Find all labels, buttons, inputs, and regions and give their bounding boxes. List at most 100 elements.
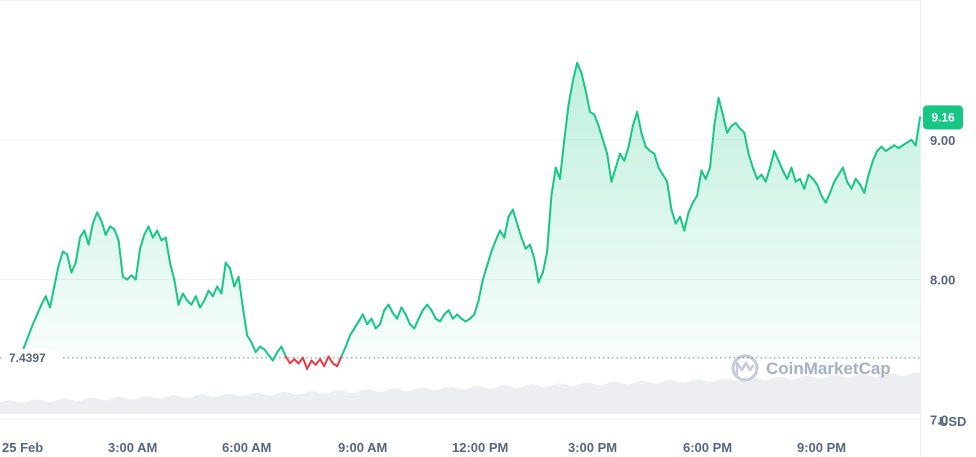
price-line-segment <box>696 169 703 197</box>
price-line-segment <box>156 229 163 242</box>
volume-bar <box>303 392 308 414</box>
volume-bar <box>469 387 473 414</box>
volume-bar <box>242 396 246 414</box>
price-line-segment <box>597 124 604 141</box>
volume-bar <box>21 402 26 414</box>
volume-bar <box>196 394 200 414</box>
volume-bar <box>383 390 387 414</box>
price-line-segment <box>241 306 249 337</box>
volume-bar <box>723 378 728 414</box>
price-line-segment <box>31 313 39 326</box>
volume-bar <box>607 382 611 414</box>
volume-bar <box>101 400 105 414</box>
price-line-segment <box>404 313 411 326</box>
volume-bar <box>466 388 470 414</box>
price-line-segment <box>661 173 669 183</box>
price-line-segment <box>169 261 176 281</box>
volume-bar <box>916 372 921 414</box>
volume-bar <box>312 391 317 414</box>
price-line-segment <box>396 306 403 320</box>
price-line-segment <box>87 222 94 246</box>
volume-bar <box>484 388 489 414</box>
volume-bar <box>88 397 93 414</box>
volume-bar <box>107 399 111 414</box>
volume-bar <box>3 400 7 414</box>
watermark: CoinMarketCap <box>731 354 891 382</box>
volume-bar <box>594 384 599 414</box>
price-line-segment <box>276 345 283 354</box>
volume-bar <box>662 381 666 414</box>
volume-bar <box>184 397 188 414</box>
volume-bar <box>573 385 578 414</box>
volume-bar <box>450 387 455 414</box>
volume-bar <box>775 376 780 414</box>
price-line-segment <box>816 183 823 197</box>
volume-bar <box>690 380 694 414</box>
volume-bar <box>769 378 774 414</box>
price-line-segment <box>284 355 291 365</box>
price-line-segment <box>96 211 103 222</box>
volume-bar <box>502 385 507 414</box>
price-line-segment <box>533 257 540 284</box>
volume-bar <box>328 392 332 414</box>
coinmarketcap-logo-icon <box>731 354 759 382</box>
price-line-segment <box>563 103 570 141</box>
price-line-segment <box>490 239 497 253</box>
volume-bar <box>0 402 4 414</box>
volume-bar <box>895 374 900 414</box>
volume-bar <box>119 397 124 414</box>
volume-bar <box>788 379 792 414</box>
volume-bar <box>889 373 893 414</box>
y-tick-label: 8.00 <box>930 273 955 288</box>
volume-bar <box>300 393 305 414</box>
x-tick-label: 6:00 PM <box>683 440 732 455</box>
volume-bar <box>257 392 262 414</box>
price-line-segment <box>786 166 793 180</box>
volume-bar <box>18 402 22 414</box>
price-line-segment <box>743 131 750 155</box>
price-line-segment <box>691 194 699 204</box>
price-line-segment <box>704 166 711 180</box>
volume-bar <box>729 379 734 414</box>
volume-bar <box>6 400 10 414</box>
volume-bar <box>815 378 820 414</box>
volume-bar <box>42 401 47 414</box>
volume-bar <box>438 389 443 414</box>
price-line-segment <box>250 341 257 354</box>
price-line-segment <box>473 299 480 316</box>
volume-bar <box>420 387 424 414</box>
volume-bar <box>785 378 789 414</box>
price-line-segment <box>344 334 351 348</box>
price-line-segment <box>246 334 253 344</box>
volume-bar <box>423 388 427 414</box>
volume-bar <box>27 401 32 414</box>
volume-bar <box>548 385 553 414</box>
volume-bar <box>874 376 878 414</box>
reference-price-label: 7.4397 <box>9 351 46 365</box>
volume-bar <box>46 401 50 414</box>
volume-bar <box>162 397 167 414</box>
price-line-segment <box>421 303 429 312</box>
price-line-segment <box>340 345 347 358</box>
volume-bar <box>867 375 872 414</box>
volume-bar <box>800 376 804 414</box>
volume-bar <box>426 388 430 414</box>
volume-bar <box>325 393 329 414</box>
volume-bar <box>806 375 811 414</box>
volume-bar <box>395 388 400 414</box>
price-line-segment <box>867 159 874 176</box>
volume-bar <box>539 386 544 414</box>
price-line-segment <box>49 285 56 309</box>
price-line-segment <box>23 334 30 348</box>
volume-bar <box>782 377 786 414</box>
volume-bar <box>803 376 808 414</box>
price-line-segment <box>44 295 51 309</box>
volume-bar <box>533 384 538 414</box>
price-line-segment <box>486 250 493 267</box>
price-line-segment <box>349 327 356 337</box>
current-price-tag-bg <box>923 105 963 130</box>
volume-bar <box>493 387 498 414</box>
price-line-segment <box>781 169 789 180</box>
price-line-segment <box>366 317 373 326</box>
volume-bar <box>647 382 651 414</box>
